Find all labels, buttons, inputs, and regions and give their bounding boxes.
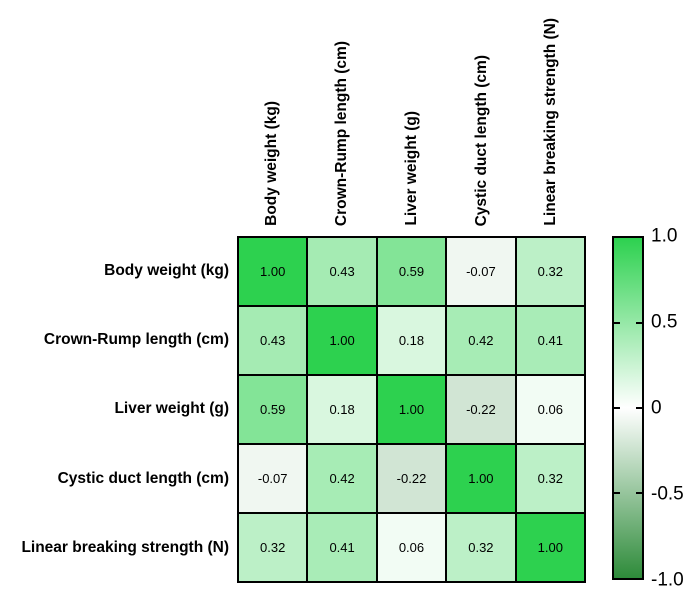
column-header-label: Crown-Rump length (cm) (332, 40, 350, 226)
heatmap-cell: 0.43 (239, 307, 307, 374)
column-header-label: Cystic duct length (cm) (472, 54, 490, 226)
heatmap-cell: -0.22 (377, 445, 446, 512)
heatmap-cell: 0.42 (447, 307, 515, 374)
heatmap-cell: -0.22 (447, 376, 515, 443)
column-header: Linear breaking strength (N) (516, 0, 586, 231)
heatmap-cell: 1.00 (239, 238, 307, 305)
heatmap-cell: 0.41 (516, 307, 584, 374)
heatmap-cell: -0.07 (447, 238, 515, 305)
heatmap-cell: -0.07 (239, 445, 307, 512)
column-header-label: Linear breaking strength (N) (542, 18, 560, 226)
heatmap-cell: 0.32 (516, 238, 584, 305)
heatmap-cell: 1.00 (308, 307, 376, 374)
heatmap-grid: 1.00 0.43 0.59 -0.07 0.32 0.43 1.00 0.18 0.42 0.4… (237, 236, 586, 583)
heatmap-cell: 0.18 (308, 376, 376, 443)
colorbar-tick-mark (614, 492, 620, 494)
heatmap-cell: 0.43 (308, 238, 376, 305)
colorbar-tick-mark (614, 407, 620, 409)
heatmap-cell: 0.06 (516, 376, 584, 443)
heatmap-cell: 0.06 (377, 514, 446, 581)
heatmap-cell: 0.32 (516, 445, 584, 512)
heatmap-cell: 0.42 (308, 445, 376, 512)
heatmap-cell: 0.18 (377, 307, 446, 374)
colorbar-tick-label: -0.5 (651, 483, 684, 505)
row-label: Body weight (kg) (104, 261, 229, 279)
colorbar (612, 236, 644, 580)
column-header: Liver weight (g) (377, 0, 447, 231)
row-label: Liver weight (g) (114, 400, 229, 418)
column-header: Crown-Rump length (cm) (307, 0, 377, 231)
heatmap-cell: 0.59 (239, 376, 307, 443)
heatmap-cell: 0.32 (239, 514, 307, 581)
heatmap-cell: 1.00 (516, 514, 584, 581)
column-header-label: Liver weight (g) (402, 111, 420, 226)
colorbar-tick-mark (636, 322, 642, 324)
column-header: Cystic duct length (cm) (446, 0, 516, 231)
row-label: Linear breaking strength (N) (21, 539, 229, 557)
colorbar-tick-label: 0 (651, 397, 662, 419)
heatmap-cell: 1.00 (377, 376, 446, 443)
colorbar-tick-labels: 1.0 0.5 0 -0.5 -1.0 (651, 227, 685, 590)
heatmap-cell: 0.41 (308, 514, 376, 581)
colorbar-tick-label: 1.0 (651, 225, 678, 247)
row-label: Crown-Rump length (cm) (43, 331, 229, 349)
heatmap-cell: 0.59 (377, 238, 446, 305)
row-label: Cystic duct length (cm) (57, 469, 229, 487)
colorbar-tick-mark (636, 407, 642, 409)
column-headers: Body weight (kg) Crown-Rump length (cm) Li… (237, 0, 586, 231)
column-header: Body weight (kg) (237, 0, 307, 231)
colorbar-tick-label: -1.0 (651, 569, 684, 591)
heatmap-cell: 0.32 (447, 514, 515, 581)
row-labels: Body weight (kg) Crown-Rump length (cm) Li… (0, 236, 229, 583)
colorbar-tick-mark (636, 492, 642, 494)
heatmap-cell: 1.00 (447, 445, 515, 512)
column-header-label: Body weight (kg) (263, 101, 281, 226)
colorbar-tick-label: 0.5 (651, 311, 678, 333)
colorbar-tick-mark (614, 322, 620, 324)
